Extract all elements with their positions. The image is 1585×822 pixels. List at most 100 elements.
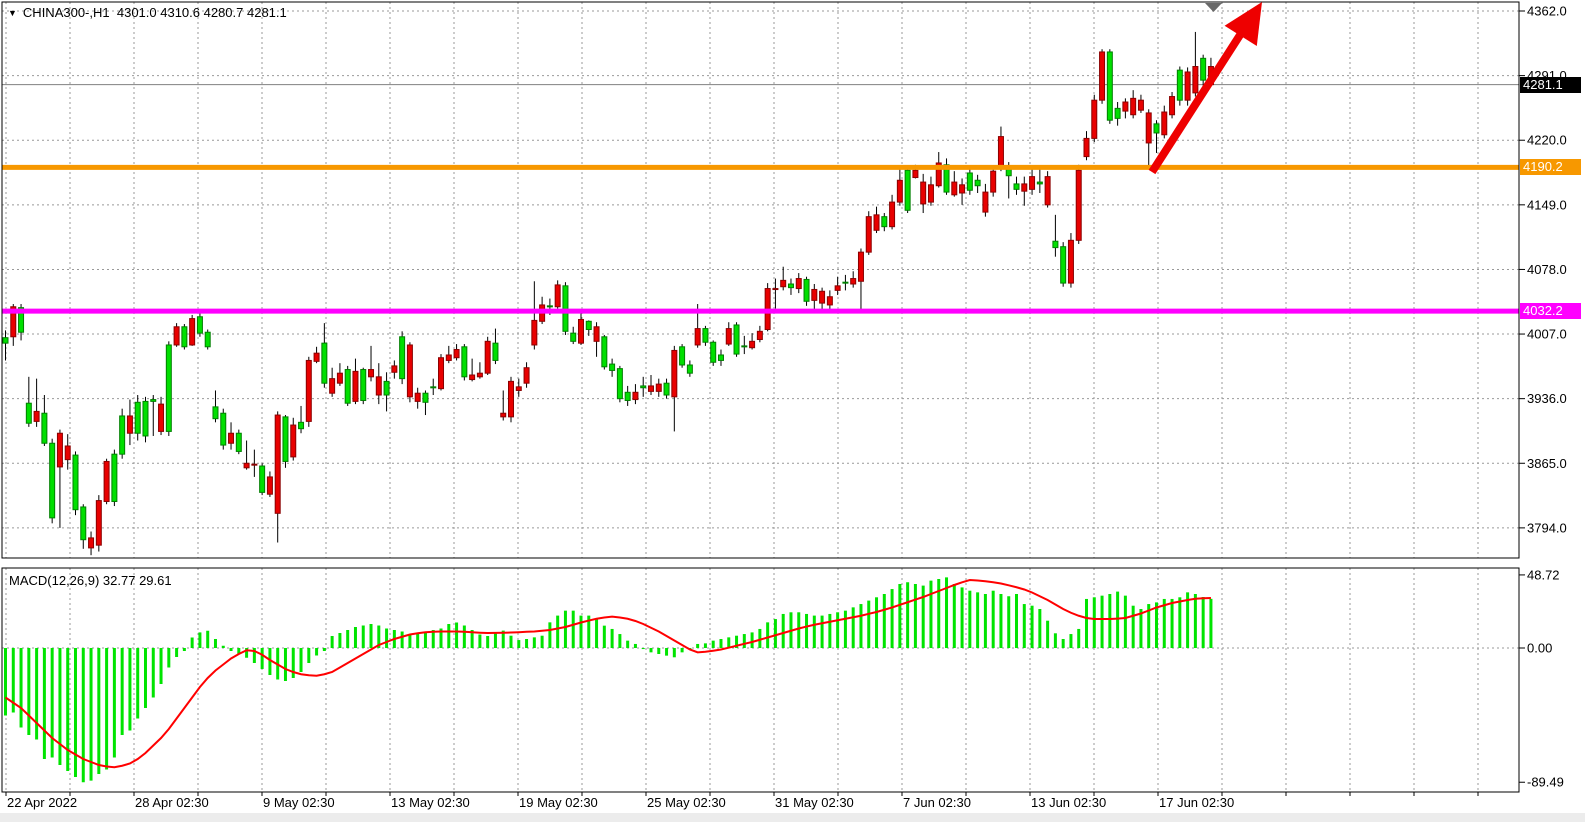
candle xyxy=(842,281,849,284)
candle xyxy=(741,345,748,348)
candle xyxy=(134,401,141,434)
candle xyxy=(780,279,787,288)
candle xyxy=(717,354,724,361)
candle xyxy=(710,341,717,363)
candle xyxy=(1176,69,1183,101)
candle xyxy=(438,357,445,390)
candle xyxy=(259,465,266,493)
candle xyxy=(220,412,227,446)
candle xyxy=(189,318,196,346)
candle xyxy=(181,326,188,348)
candle xyxy=(927,184,934,203)
candle xyxy=(235,432,242,452)
candle xyxy=(803,278,810,302)
candle xyxy=(158,403,165,432)
candle xyxy=(56,432,63,468)
candle xyxy=(422,392,429,403)
candle xyxy=(1036,181,1043,185)
candle xyxy=(593,326,600,342)
candle xyxy=(663,382,670,396)
candle xyxy=(399,336,406,380)
candle xyxy=(951,181,958,196)
candle xyxy=(787,283,794,289)
candle xyxy=(508,380,515,418)
candle xyxy=(1114,107,1121,119)
time-axis-label: 13 May 02:30 xyxy=(391,795,470,810)
candle xyxy=(647,385,654,392)
candle xyxy=(111,453,118,502)
candle xyxy=(694,328,701,346)
candle xyxy=(632,391,639,401)
candle xyxy=(10,306,17,338)
candle xyxy=(943,164,950,193)
candle xyxy=(1060,246,1067,284)
candle xyxy=(500,412,507,418)
window-edge xyxy=(0,813,1585,822)
candle xyxy=(523,367,530,384)
candle xyxy=(640,385,647,389)
time-axis-label: 9 May 02:30 xyxy=(263,795,335,810)
candle xyxy=(18,307,25,333)
candle xyxy=(982,191,989,213)
main-panel-border xyxy=(1,1,1520,559)
candle xyxy=(1169,96,1176,116)
candle xyxy=(313,352,320,362)
macd-axis-label: 48.72 xyxy=(1527,567,1560,582)
candle xyxy=(733,324,740,355)
trend-arrow-shaft[interactable] xyxy=(1148,32,1244,175)
candle xyxy=(1161,111,1168,136)
price-axis-label: 3794.0 xyxy=(1527,520,1567,535)
candle xyxy=(88,537,95,549)
candle xyxy=(165,344,172,432)
time-axis-label: 31 May 02:30 xyxy=(775,795,854,810)
time-axis-label: 7 Jun 02:30 xyxy=(903,795,971,810)
candle xyxy=(819,290,826,304)
candle xyxy=(570,332,577,342)
candle xyxy=(1192,66,1199,94)
candle xyxy=(103,460,110,502)
candle xyxy=(624,391,631,401)
candle xyxy=(679,346,686,366)
down-triangle-marker[interactable] xyxy=(1205,3,1222,12)
candle xyxy=(1021,183,1028,192)
candle xyxy=(655,383,662,392)
time-axis-label: 25 May 02:30 xyxy=(647,795,726,810)
candle xyxy=(1184,71,1191,101)
candle xyxy=(546,305,553,308)
candle xyxy=(834,285,841,291)
candle xyxy=(336,372,343,384)
price-axis-label: 3936.0 xyxy=(1527,391,1567,406)
candle xyxy=(671,349,678,398)
candle xyxy=(461,346,468,378)
candle xyxy=(1083,137,1090,158)
candle xyxy=(920,181,927,205)
chevron-down-icon[interactable]: ▼ xyxy=(8,8,17,18)
candle xyxy=(1044,176,1051,206)
candle xyxy=(298,421,305,430)
trend-arrow-head[interactable] xyxy=(1224,2,1262,46)
candle xyxy=(1052,240,1059,249)
candle xyxy=(72,454,79,511)
candle xyxy=(119,415,126,455)
candle xyxy=(25,402,32,424)
candle xyxy=(430,386,437,389)
price-axis-label: 4078.0 xyxy=(1527,262,1567,277)
candle xyxy=(329,378,336,394)
ohlc-quote-label: 4301.0 4310.6 4280.7 4281.1 xyxy=(116,5,287,20)
candle xyxy=(49,442,56,519)
candle xyxy=(896,179,903,203)
candle xyxy=(484,340,491,374)
candle xyxy=(196,316,203,334)
candle xyxy=(601,336,608,368)
candle xyxy=(749,340,756,349)
candle xyxy=(826,296,833,306)
candle xyxy=(1145,112,1152,144)
candle xyxy=(811,288,818,301)
candle xyxy=(609,363,616,371)
candle xyxy=(974,179,981,187)
macd-indicator-label: MACD(12,26,9) 32.77 29.61 xyxy=(9,573,172,588)
candle xyxy=(406,344,413,398)
candle xyxy=(515,386,522,391)
